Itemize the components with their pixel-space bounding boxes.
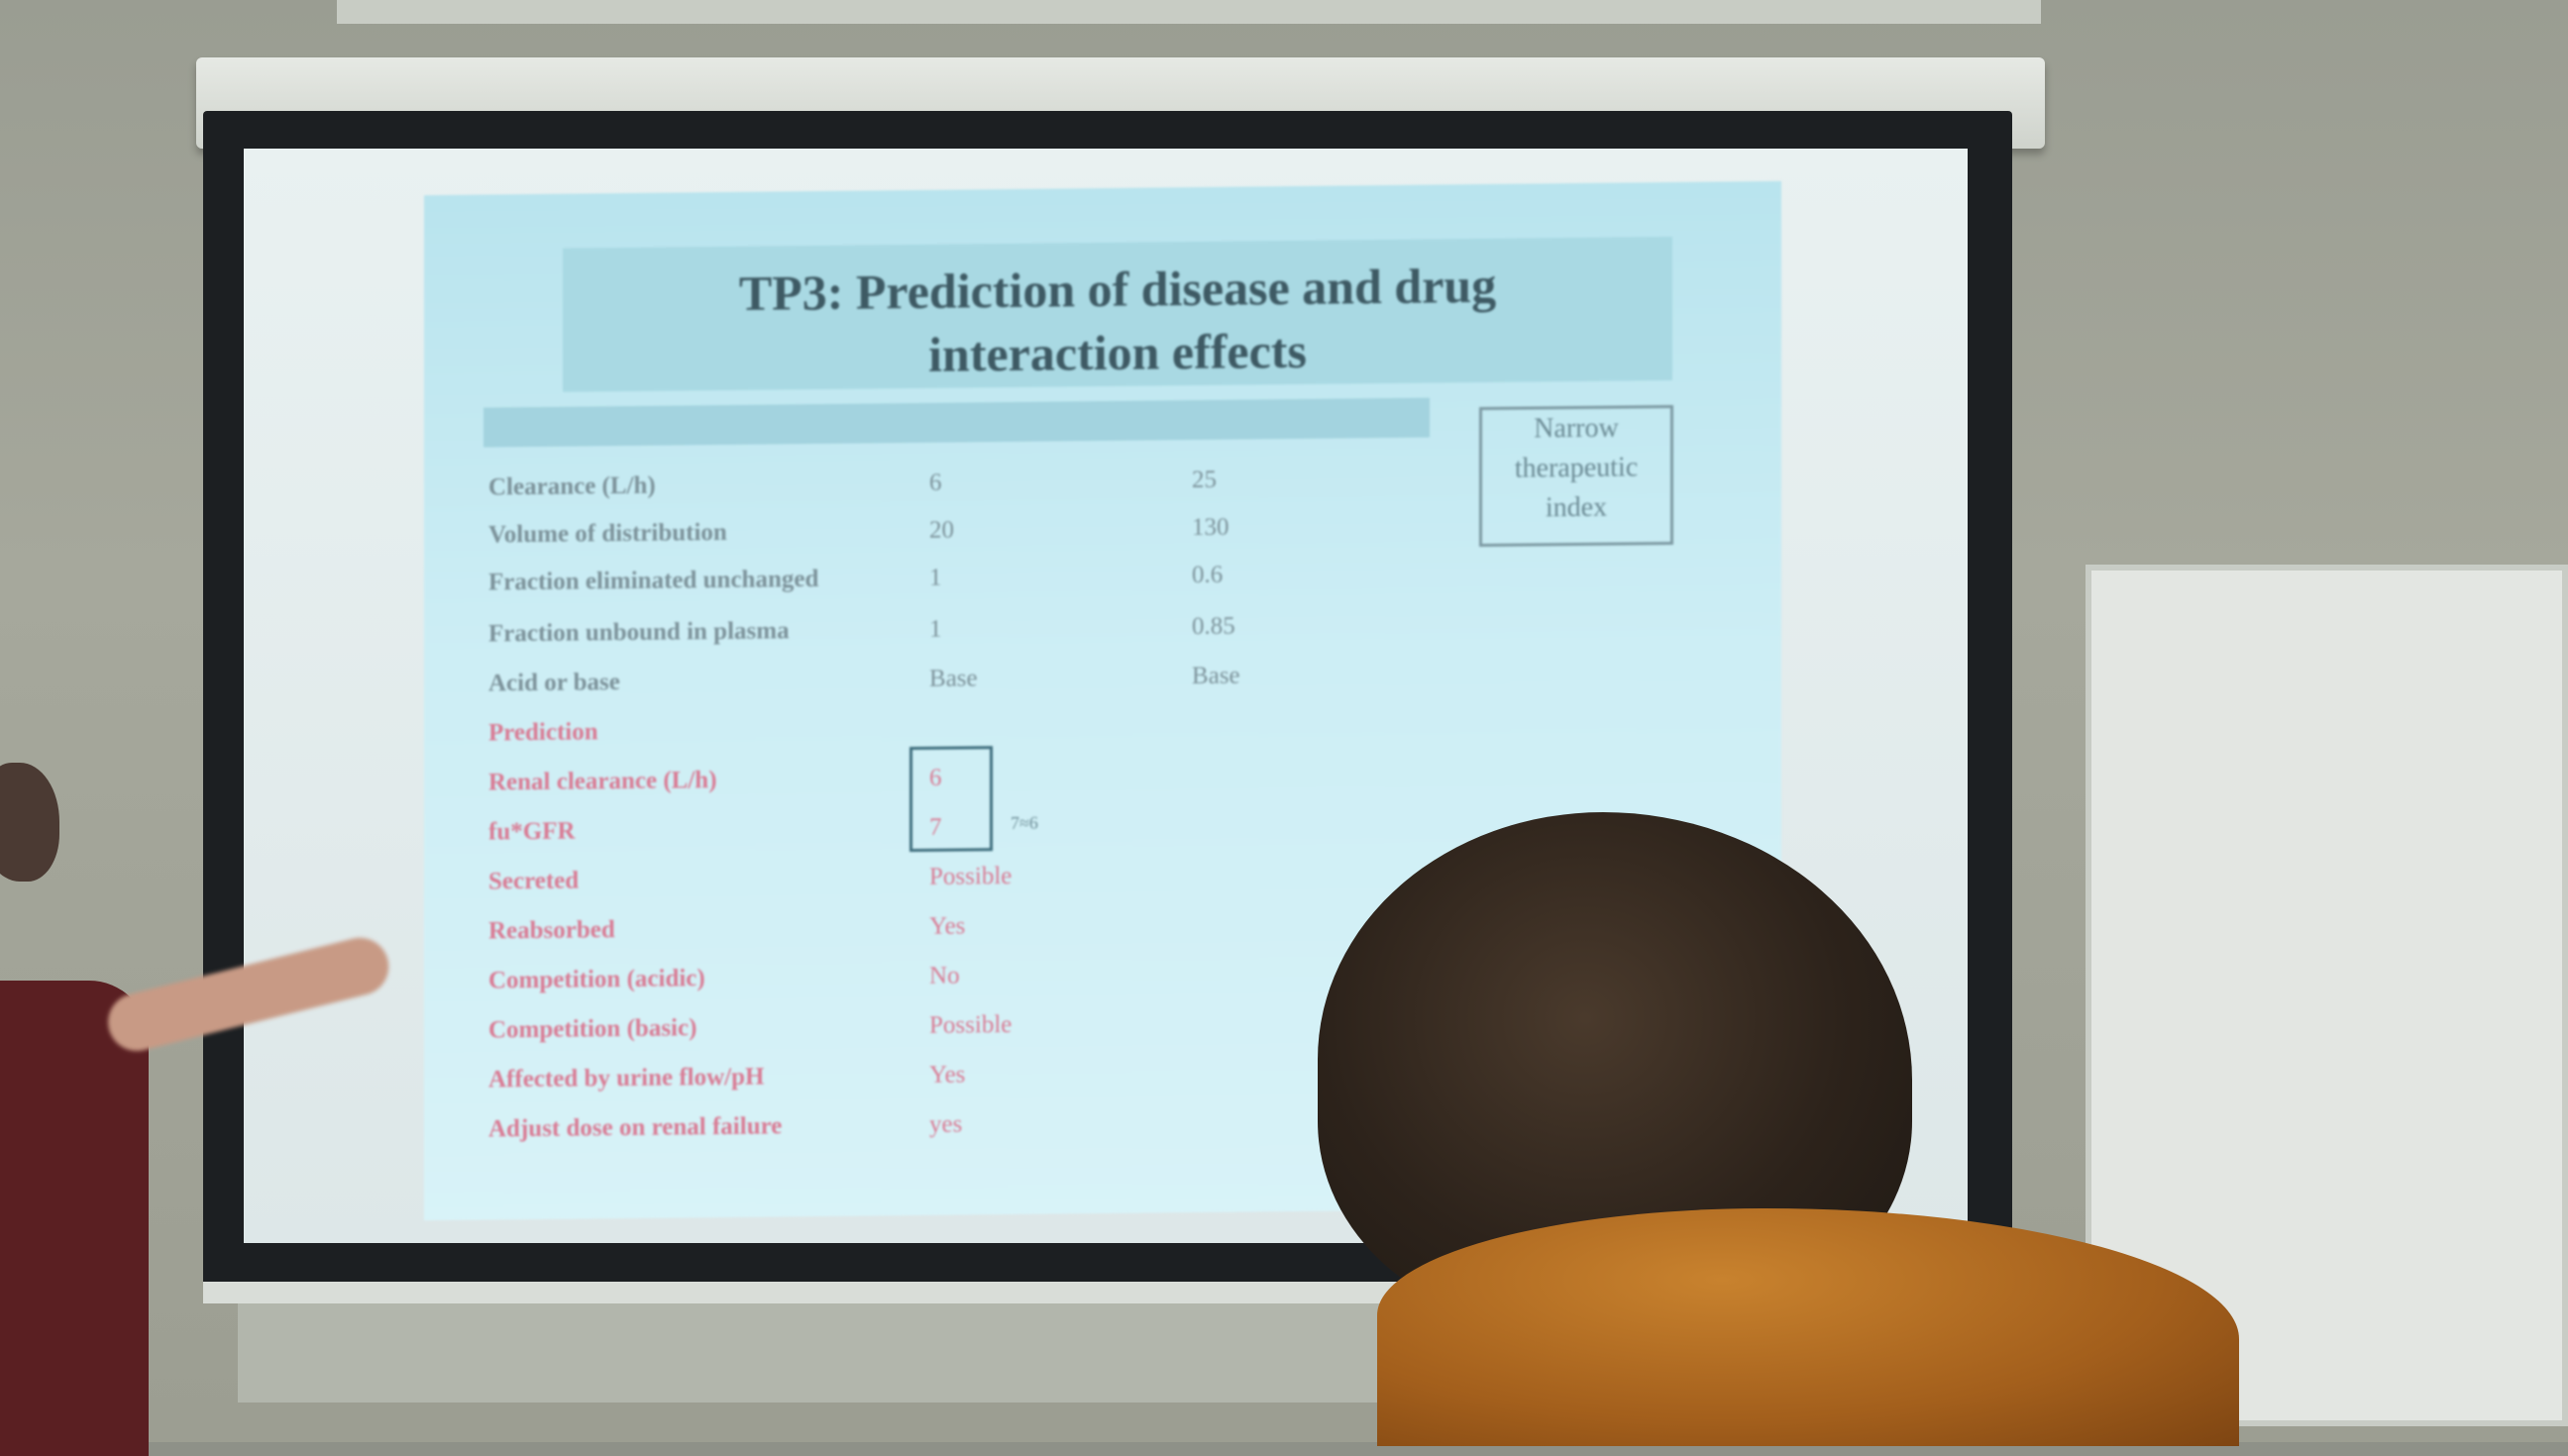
audience-member [1318,812,2239,1446]
table-header-bar [483,397,1430,448]
row-parameter: Volume of distribution [488,518,727,549]
row-parameter: Competition (basic) [488,1014,697,1044]
row-parameter: Renal clearance (L/h) [488,767,717,796]
row-value-b: 25 [1192,466,1217,494]
table-row: Volume of distribution 20 130 [424,509,1712,567]
row-parameter: Reabsorbed [488,916,615,945]
row-parameter: fu*GFR [488,817,576,846]
unit-note: 7≈6 [1011,812,1038,833]
presenter-figure [0,763,395,1456]
row-parameter: Clearance (L/h) [488,471,656,501]
row-parameter: Prediction [488,718,598,747]
table-row: Prediction [424,707,1712,765]
row-value-a: No [929,962,960,989]
row-parameter: Affected by urine flow/pH [488,1063,765,1093]
table-row: Renal clearance (L/h) 6 [424,757,1712,814]
note-line: Narrow [1534,412,1619,445]
table-row: Fraction unbound in plasma 1 0.85 [424,608,1712,666]
row-value-b: 0.85 [1192,612,1235,641]
slide-title-line2: interaction effects [928,322,1307,382]
row-value-a: Yes [929,912,966,940]
row-value-a: 6 [929,468,942,496]
row-value-b: Base [1192,662,1240,690]
slide-title: TP3: Prediction of disease and drug inte… [563,252,1672,390]
ceiling-strip [337,0,2041,24]
row-value-a: 7 [929,813,942,841]
row-value-a: 1 [929,615,942,643]
row-value-a: Yes [929,1061,966,1089]
row-value-a: Base [929,665,978,692]
row-parameter: Acid or base [488,669,620,697]
row-parameter: Secreted [488,867,580,895]
presenter-body [0,981,149,1456]
row-value-a: 20 [929,516,954,544]
row-value-a: 6 [929,764,942,791]
row-parameter: Adjust dose on renal failure [488,1112,783,1143]
audience-scarf [1377,1208,2239,1446]
row-value-a: 1 [929,564,942,591]
row-value-b: 130 [1192,513,1230,542]
row-parameter: Competition (acidic) [488,965,705,994]
row-value-a: Possible [929,1010,1013,1039]
presenter-head [0,763,59,882]
slide-title-line1: TP3: Prediction of disease and drug [738,257,1497,321]
row-value-a: yes [929,1110,963,1138]
table-row: Fraction eliminated unchanged 1 0.6 [424,557,1712,614]
row-parameter: Fraction unbound in plasma [488,617,790,648]
row-value-a: Possible [929,862,1013,890]
row-value-b: 0.6 [1192,561,1224,589]
row-parameter: Fraction eliminated unchanged [488,566,819,596]
table-row: Acid or base Base Base [424,658,1712,715]
